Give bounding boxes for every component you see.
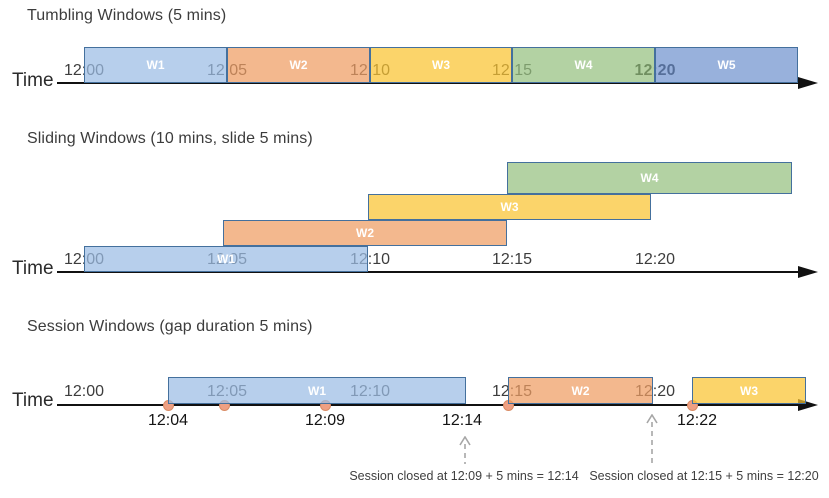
tick-label: 12:20 [634,251,676,268]
window-box: W3 [692,377,806,404]
timeline-axis [57,404,800,406]
dashed-arrow-icon [457,435,473,465]
event-time-label: 12:22 [676,412,718,429]
section-title: Session Windows (gap duration 5 mins) [27,318,313,335]
window-label: W2 [571,383,590,398]
window-box: W2 [227,47,370,83]
window-label: W2 [289,58,308,72]
tick-label: 12:15 [491,251,533,268]
window-label: W4 [574,58,593,72]
window-box: W4 [512,47,655,83]
event-time-label: 12:04 [147,412,189,429]
axis-arrowhead-icon [798,77,818,89]
window-box: W1 [168,377,466,404]
dashed-arrow-icon [644,413,660,465]
session-close-annotation: Session closed at 12:15 + 5 mins = 12:20 [589,469,819,483]
tick-label: 12:00 [63,383,105,400]
window-label: W1 [217,252,235,266]
section-title: Tumbling Windows (5 mins) [27,7,227,24]
time-axis-label: Time [12,390,54,411]
window-box: W2 [508,377,653,404]
window-label: W5 [717,58,736,72]
window-label: W1 [308,383,326,398]
timeline-axis [57,271,800,273]
time-axis-label: Time [12,258,54,279]
window-box: W1 [84,47,227,83]
window-box: W5 [655,47,798,83]
window-box: W2 [223,220,507,246]
window-label: W3 [500,200,519,214]
window-label: W2 [356,226,374,240]
section-title: Sliding Windows (10 mins, slide 5 mins) [27,130,313,147]
window-label: W3 [740,383,758,398]
axis-arrowhead-icon [798,266,818,278]
window-box: W1 [84,246,368,272]
event-time-label: 12:09 [304,412,346,429]
window-label: W1 [146,58,165,72]
window-box: W3 [368,194,651,220]
time-axis-label: Time [12,70,54,91]
session-close-annotation: Session closed at 12:09 + 5 mins = 12:14 [349,469,579,483]
event-time-label: 12:14 [441,412,483,429]
window-box: W3 [370,47,512,83]
timeline-axis [57,82,800,84]
window-box: W4 [507,162,792,194]
window-label: W3 [432,58,450,72]
window-label: W4 [640,171,659,185]
